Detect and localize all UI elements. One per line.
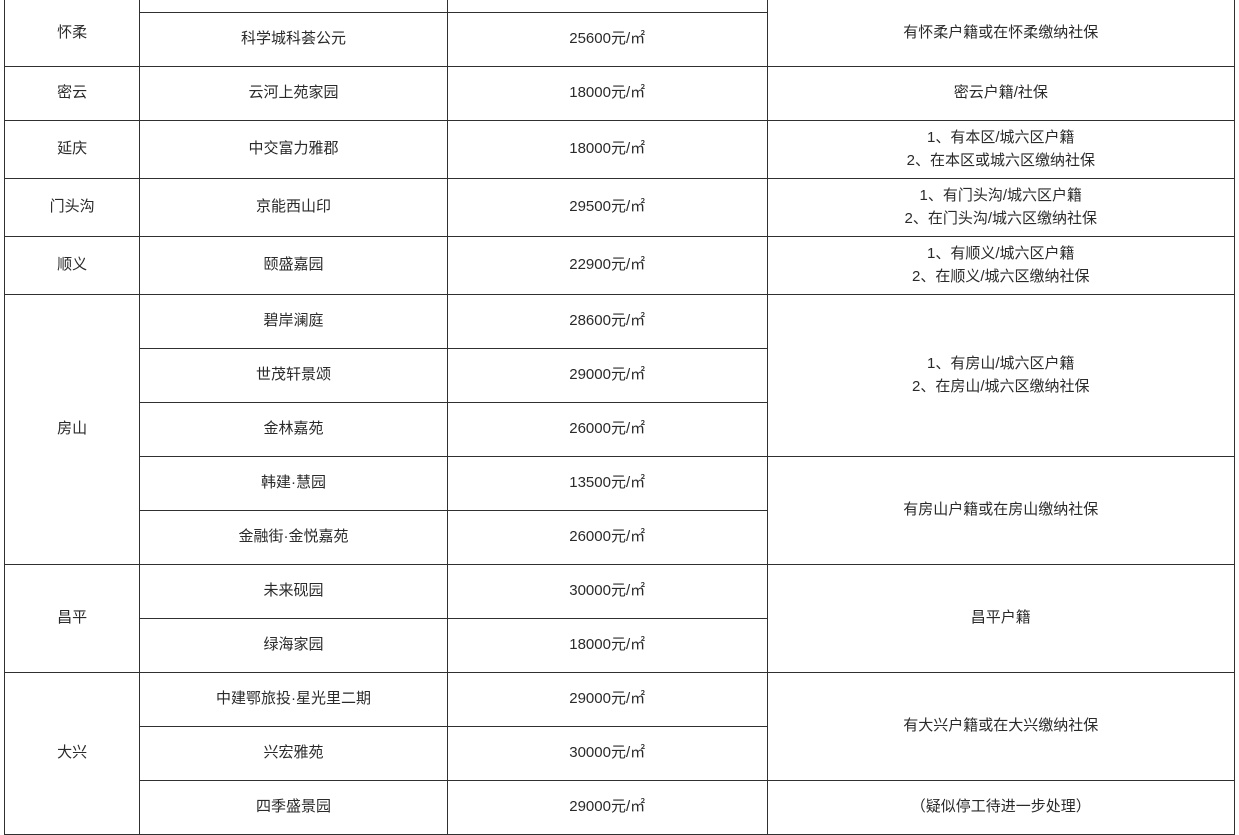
project-name-cell: 绿海家园 — [140, 619, 448, 673]
price-cell: 13500元/㎡ — [447, 457, 767, 511]
requirement-cell: 有怀柔户籍或在怀柔缴纳社保 — [767, 0, 1234, 67]
price-cell: 18000元/㎡ — [447, 121, 767, 179]
requirement-cell: 昌平户籍 — [767, 565, 1234, 673]
price-cell: 29000元/㎡ — [447, 673, 767, 727]
table-row: 顺义颐盛嘉园22900元/㎡1、有顺义/城六区户籍 2、在顺义/城六区缴纳社保 — [5, 237, 1235, 295]
district-cell: 延庆 — [5, 121, 140, 179]
project-name-cell: 颐盛嘉园 — [140, 237, 448, 295]
price-cell: 18000元/㎡ — [447, 619, 767, 673]
project-name-cell: 中建鄂旅投·星光里二期 — [140, 673, 448, 727]
requirement-cell: （疑似停工待进一步处理） — [767, 781, 1234, 835]
requirement-cell: 有大兴户籍或在大兴缴纳社保 — [767, 673, 1234, 781]
project-name-cell: 韩建·慧园 — [140, 457, 448, 511]
table-row: 延庆中交富力雅郡18000元/㎡1、有本区/城六区户籍 2、在本区或城六区缴纳社… — [5, 121, 1235, 179]
price-cell: 29000元/㎡ — [447, 349, 767, 403]
project-name-cell: 京能西山印 — [140, 179, 448, 237]
project-name-cell: 金林嘉苑 — [140, 403, 448, 457]
table-row: 怀柔有怀柔户籍或在怀柔缴纳社保 — [5, 0, 1235, 13]
project-name-cell: 云河上苑家园 — [140, 67, 448, 121]
district-cell: 怀柔 — [5, 0, 140, 67]
pricing-table: 怀柔有怀柔户籍或在怀柔缴纳社保科学城科荟公元25600元/㎡密云云河上苑家园18… — [4, 0, 1235, 835]
requirement-cell: 1、有顺义/城六区户籍 2、在顺义/城六区缴纳社保 — [767, 237, 1234, 295]
project-name-cell: 金融街·金悦嘉苑 — [140, 511, 448, 565]
requirement-cell: 1、有本区/城六区户籍 2、在本区或城六区缴纳社保 — [767, 121, 1234, 179]
district-cell: 大兴 — [5, 673, 140, 835]
table-row: 房山碧岸澜庭28600元/㎡1、有房山/城六区户籍 2、在房山/城六区缴纳社保 — [5, 295, 1235, 349]
table-row: 大兴中建鄂旅投·星光里二期29000元/㎡有大兴户籍或在大兴缴纳社保 — [5, 673, 1235, 727]
pricing-table-body: 怀柔有怀柔户籍或在怀柔缴纳社保科学城科荟公元25600元/㎡密云云河上苑家园18… — [5, 0, 1235, 835]
project-name-cell: 中交富力雅郡 — [140, 121, 448, 179]
project-name-cell — [140, 0, 448, 13]
table-row: 韩建·慧园13500元/㎡有房山户籍或在房山缴纳社保 — [5, 457, 1235, 511]
price-cell: 18000元/㎡ — [447, 67, 767, 121]
price-cell: 22900元/㎡ — [447, 237, 767, 295]
requirement-cell: 1、有房山/城六区户籍 2、在房山/城六区缴纳社保 — [767, 295, 1234, 457]
table-row: 昌平未来砚园30000元/㎡昌平户籍 — [5, 565, 1235, 619]
district-cell: 昌平 — [5, 565, 140, 673]
price-cell — [447, 0, 767, 13]
project-name-cell: 四季盛景园 — [140, 781, 448, 835]
price-cell: 29000元/㎡ — [447, 781, 767, 835]
price-cell: 30000元/㎡ — [447, 727, 767, 781]
district-cell: 顺义 — [5, 237, 140, 295]
project-name-cell: 未来砚园 — [140, 565, 448, 619]
project-name-cell: 兴宏雅苑 — [140, 727, 448, 781]
project-name-cell: 科学城科荟公元 — [140, 13, 448, 67]
project-name-cell: 碧岸澜庭 — [140, 295, 448, 349]
requirement-cell: 有房山户籍或在房山缴纳社保 — [767, 457, 1234, 565]
district-cell: 密云 — [5, 67, 140, 121]
price-cell: 26000元/㎡ — [447, 403, 767, 457]
price-cell: 25600元/㎡ — [447, 13, 767, 67]
district-cell: 门头沟 — [5, 179, 140, 237]
project-name-cell: 世茂轩景颂 — [140, 349, 448, 403]
table-row: 密云云河上苑家园18000元/㎡密云户籍/社保 — [5, 67, 1235, 121]
table-row: 门头沟京能西山印29500元/㎡1、有门头沟/城六区户籍 2、在门头沟/城六区缴… — [5, 179, 1235, 237]
table-row: 四季盛景园29000元/㎡（疑似停工待进一步处理） — [5, 781, 1235, 835]
price-cell: 26000元/㎡ — [447, 511, 767, 565]
requirement-cell: 密云户籍/社保 — [767, 67, 1234, 121]
requirement-cell: 1、有门头沟/城六区户籍 2、在门头沟/城六区缴纳社保 — [767, 179, 1234, 237]
price-cell: 28600元/㎡ — [447, 295, 767, 349]
district-cell: 房山 — [5, 295, 140, 565]
price-cell: 29500元/㎡ — [447, 179, 767, 237]
price-cell: 30000元/㎡ — [447, 565, 767, 619]
